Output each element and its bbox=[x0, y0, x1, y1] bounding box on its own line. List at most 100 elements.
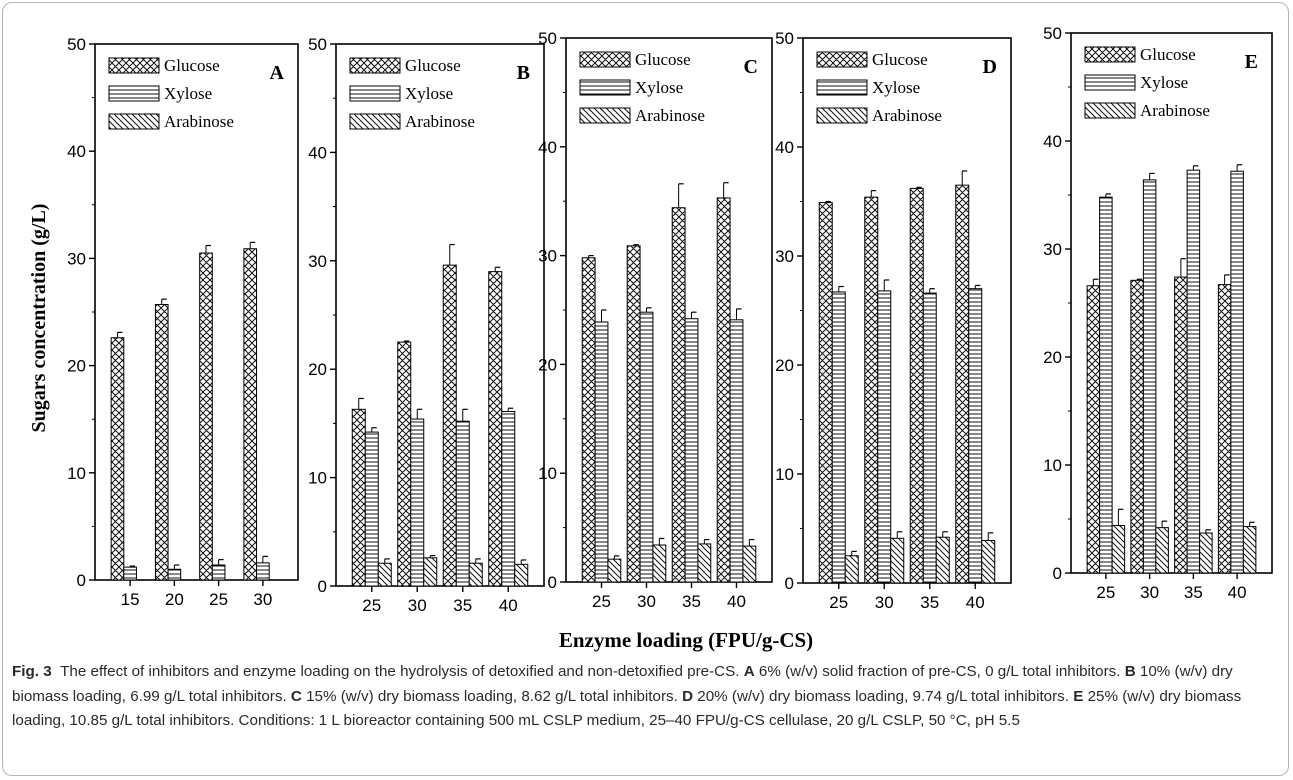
panel-letter: A bbox=[270, 62, 285, 84]
bar-glucose bbox=[818, 202, 833, 584]
bar-glucose bbox=[351, 408, 366, 587]
y-tick-label: 40 bbox=[67, 142, 86, 161]
legend-swatch-xylose bbox=[108, 85, 160, 102]
bar-xylose bbox=[1142, 179, 1157, 574]
bar-xylose bbox=[968, 288, 983, 584]
y-tick-label: 40 bbox=[1043, 132, 1062, 151]
x-tick-label: 30 bbox=[253, 590, 272, 609]
x-tick-label: 35 bbox=[920, 593, 939, 612]
panel-a: 0 10 20 30 40 50 15 20 25 30 Glucose Xylose Arabinos… bbox=[67, 35, 299, 609]
bar-glucose bbox=[397, 341, 412, 587]
bar-glucose bbox=[1174, 276, 1188, 574]
legend-swatch-arabinose bbox=[816, 107, 868, 124]
panel-letter: E bbox=[1245, 51, 1258, 73]
bar-arabinose bbox=[1155, 527, 1169, 574]
x-tick-label: 30 bbox=[875, 593, 894, 612]
x-tick-label: 40 bbox=[499, 596, 518, 615]
legend-swatch-glucose bbox=[349, 57, 401, 74]
y-tick-label: 20 bbox=[67, 357, 86, 376]
bar-xylose bbox=[922, 292, 937, 584]
x-tick-label: 40 bbox=[966, 593, 985, 612]
x-tick-label: 25 bbox=[1096, 583, 1115, 602]
x-tick-label: 35 bbox=[682, 592, 701, 611]
bar-glucose bbox=[671, 207, 686, 583]
y-tick-label: 50 bbox=[538, 29, 557, 48]
x-tick-label: 25 bbox=[829, 593, 848, 612]
x-tick-label: 40 bbox=[727, 592, 746, 611]
y-tick-label: 30 bbox=[67, 249, 86, 268]
legend-swatch-xylose bbox=[579, 79, 631, 96]
caption-part-text: 20% (w/v) dry biomass loading, 9.74 g/L … bbox=[697, 687, 1069, 705]
panel-b: 0 10 20 30 40 50 25 30 35 40 Glucose Xylose Arabinos… bbox=[308, 35, 545, 615]
y-tick-label: 50 bbox=[775, 29, 794, 48]
legend-label: Xylose bbox=[1140, 73, 1188, 92]
bar-arabinose bbox=[742, 545, 757, 583]
legend-label: Arabinose bbox=[1140, 101, 1210, 120]
figure-caption: Fig. 3 The effect of inhibitors and enzy… bbox=[12, 660, 1277, 734]
bar-xylose bbox=[831, 291, 846, 584]
legend-label: Glucose bbox=[405, 56, 461, 75]
y-tick-label: 0 bbox=[785, 574, 794, 593]
bar-xylose bbox=[1230, 170, 1244, 574]
y-tick-label: 0 bbox=[318, 577, 327, 596]
bar-glucose bbox=[626, 245, 641, 583]
legend-swatch-glucose bbox=[1084, 46, 1136, 63]
bar-arabinose bbox=[514, 563, 529, 587]
bar-glucose bbox=[955, 184, 970, 584]
x-tick-label: 15 bbox=[121, 590, 140, 609]
legend-swatch-arabinose bbox=[108, 113, 160, 130]
legend-label: Glucose bbox=[1140, 45, 1196, 64]
bar-arabinose bbox=[607, 558, 622, 583]
bar-xylose bbox=[1186, 169, 1201, 574]
x-tick-label: 35 bbox=[1184, 583, 1203, 602]
legend-label: Xylose bbox=[164, 84, 212, 103]
bar-xylose bbox=[364, 431, 379, 587]
bar-xylose bbox=[455, 420, 470, 587]
y-tick-label: 20 bbox=[308, 360, 327, 379]
caption-part-letter: C bbox=[290, 687, 302, 705]
bar-arabinose bbox=[890, 537, 905, 584]
bar-arabinose bbox=[652, 544, 667, 583]
caption-fig-label: Fig. 3 bbox=[12, 663, 52, 680]
bar-glucose bbox=[488, 271, 503, 587]
legend-label: Glucose bbox=[872, 50, 928, 69]
bar-xylose bbox=[256, 562, 270, 581]
panel-c: 0 10 20 30 40 50 25 30 35 40 Glucose Xylose Arabinos… bbox=[538, 29, 773, 611]
bar-arabinose bbox=[1111, 524, 1126, 574]
bar-xylose bbox=[167, 568, 182, 581]
bar-glucose bbox=[154, 303, 169, 581]
bar-xylose bbox=[501, 410, 516, 587]
y-tick-label: 50 bbox=[1043, 24, 1062, 43]
y-tick-label: 30 bbox=[308, 252, 327, 271]
legend-label: Glucose bbox=[164, 56, 220, 75]
bar-arabinose bbox=[981, 539, 996, 584]
caption-part-text: 10% (w/v) dry biomass loading, 6.99 g/L … bbox=[12, 663, 1233, 705]
legend-swatch-glucose bbox=[816, 51, 868, 68]
bar-xylose bbox=[1099, 196, 1113, 574]
legend-label: Arabinose bbox=[872, 106, 942, 125]
y-tick-label: 20 bbox=[538, 355, 557, 374]
legend-swatch-arabinose bbox=[579, 107, 631, 124]
y-tick-label: 10 bbox=[775, 465, 794, 484]
bar-glucose bbox=[1217, 284, 1232, 574]
bar-xylose bbox=[410, 418, 425, 587]
x-tick-label: 25 bbox=[209, 590, 228, 609]
bar-arabinose bbox=[423, 557, 438, 587]
legend-swatch-xylose bbox=[349, 85, 401, 102]
panel-d: 0 10 20 30 40 50 25 30 35 40 Glucose Xylose Arabinos… bbox=[775, 29, 1012, 612]
caption-part-text: 25% (w/v) dry biomass loading, 10.85 g/L… bbox=[12, 687, 1242, 730]
y-tick-label: 50 bbox=[67, 35, 86, 54]
legend-swatch-glucose bbox=[579, 51, 631, 68]
legend-label: Xylose bbox=[872, 78, 920, 97]
y-axis-label: Sugars concentration (g/L) bbox=[28, 204, 50, 433]
caption-intro: The effect of inhibitors and enzyme load… bbox=[60, 663, 740, 680]
panel-letter: D bbox=[983, 56, 997, 78]
bar-glucose bbox=[442, 264, 457, 587]
bar-arabinose bbox=[468, 562, 483, 587]
bar-xylose bbox=[211, 564, 226, 581]
x-tick-label: 25 bbox=[592, 592, 611, 611]
bar-arabinose bbox=[844, 555, 859, 584]
bar-glucose bbox=[581, 257, 596, 583]
y-tick-label: 30 bbox=[1043, 240, 1062, 259]
chart-panels: 0 10 20 30 40 50 15 20 25 30 Glucose Xylose Arabinos… bbox=[67, 24, 1273, 615]
